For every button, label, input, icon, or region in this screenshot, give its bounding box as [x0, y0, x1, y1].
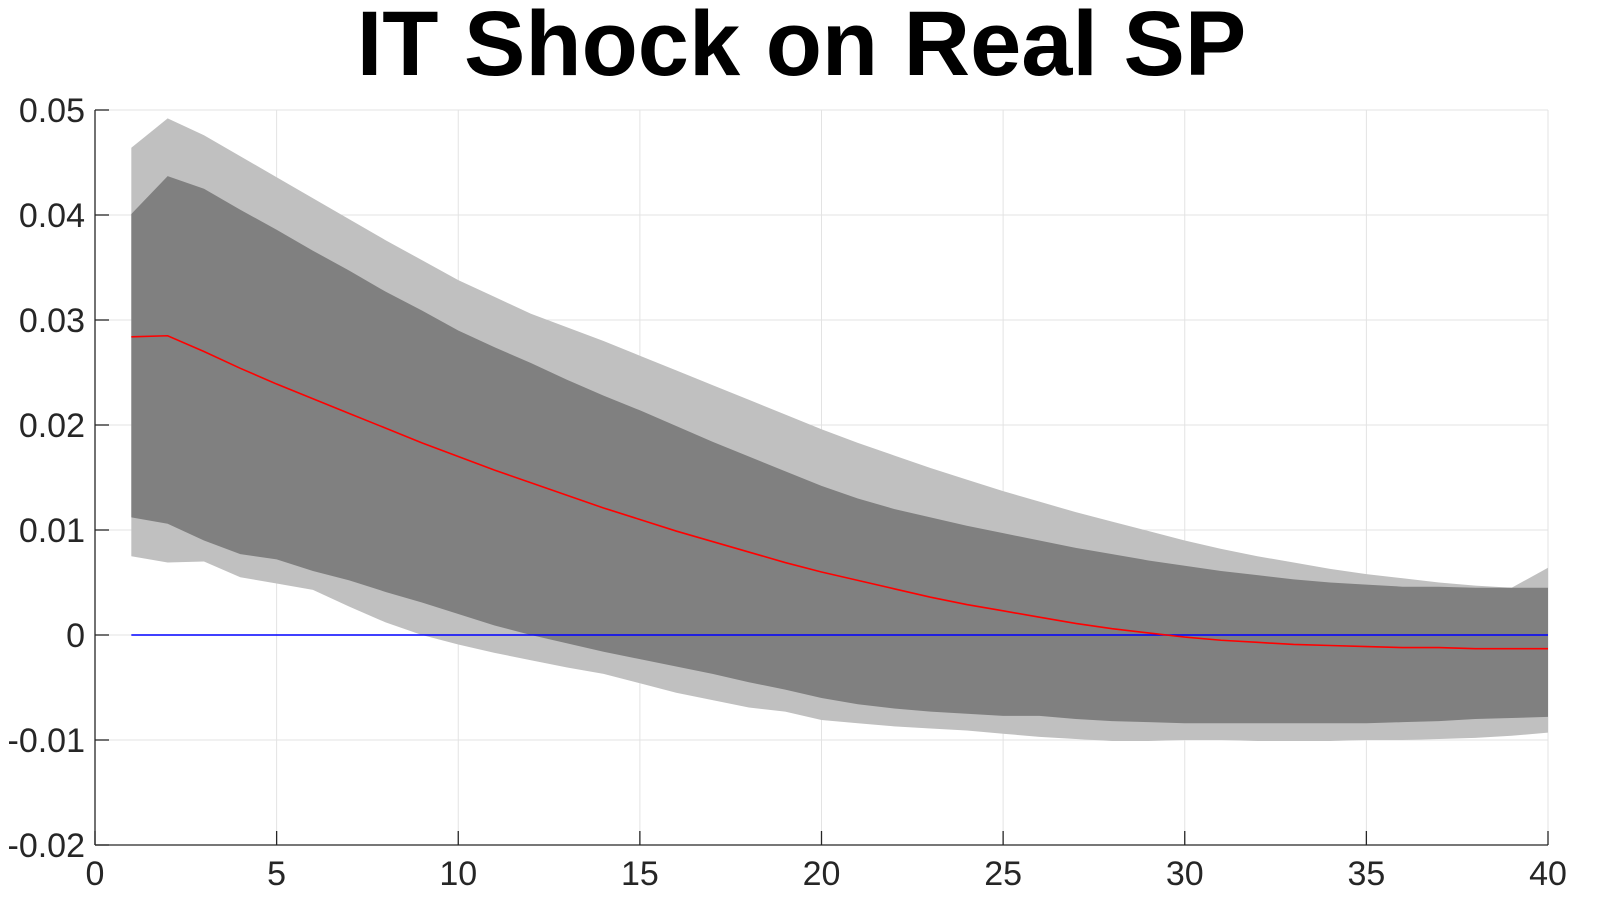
y-tick-label-7: 0.05 — [19, 92, 85, 130]
y-tick-label-1: -0.01 — [8, 722, 86, 760]
y-tick-label-6: 0.04 — [19, 197, 85, 235]
confidence-bands — [131, 118, 1549, 742]
axes — [94, 109, 1549, 846]
chart-title: IT Shock on Real SP — [356, 0, 1247, 95]
x-tick-label-6: 30 — [1166, 855, 1204, 893]
y-tick-label-0: -0.02 — [8, 827, 86, 865]
x-tick-label-3: 15 — [621, 855, 659, 893]
x-tick-label-5: 25 — [984, 855, 1022, 893]
x-tick-label-8: 40 — [1529, 855, 1567, 893]
x-tick-label-2: 10 — [439, 855, 477, 893]
tick-labels: 0 5 10 15 20 25 30 35 40 -0.02 -0.01 0 0.01 0.02 0.03 0… — [8, 92, 1567, 893]
x-tick-label-7: 35 — [1347, 855, 1385, 893]
series-line-0 — [131, 334, 1548, 650]
y-tick-label-5: 0.03 — [19, 302, 85, 340]
series-lines — [131, 334, 1548, 650]
x-tick-label-0: 0 — [86, 855, 105, 893]
y-tick-label-3: 0.01 — [19, 512, 85, 550]
y-tick-label-2: 0 — [66, 617, 85, 655]
band-1 — [131, 176, 1549, 724]
x-tick-label-1: 5 — [267, 855, 286, 893]
y-tick-label-4: 0.02 — [19, 407, 85, 445]
x-tick-label-4: 20 — [803, 855, 841, 893]
